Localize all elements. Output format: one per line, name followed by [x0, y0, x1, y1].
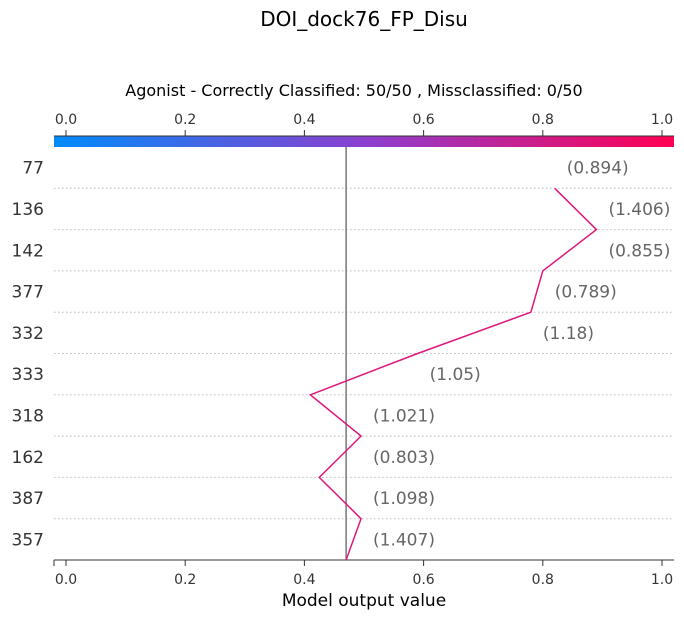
bottom-axis: 0.0 0.2 0.4 0.6 0.8 1.0	[53, 559, 674, 588]
chart-title: DOI_dock76_FP_Disu	[260, 7, 468, 31]
bottom-tick-label: 0.2	[174, 572, 196, 588]
feature-value-label: (0.894)	[567, 159, 629, 179]
bottom-tick-label: 0.0	[55, 572, 77, 588]
feature-name-label: 333	[12, 365, 44, 385]
feature-name-label: 318	[12, 406, 44, 426]
feature-name-label: 162	[12, 448, 44, 468]
x-axis-label: Model output value	[282, 591, 446, 611]
feature-value-labels: (0.894) (1.406) (0.855) (0.789) (1.18) (1.05)…	[373, 159, 670, 551]
decision-path-line	[308, 187, 598, 561]
top-tick-label: 0.2	[174, 112, 196, 128]
colorbar	[54, 136, 674, 147]
bottom-tick-label: 0.8	[532, 572, 554, 588]
bottom-tick-label: 0.4	[293, 572, 315, 588]
feature-value-label: (0.803)	[373, 448, 435, 468]
feature-value-label: (1.098)	[373, 489, 435, 509]
bottom-tick-label: 0.6	[412, 572, 434, 588]
feature-value-label: (1.18)	[543, 324, 594, 344]
top-tick-label: 0.4	[293, 112, 315, 128]
feature-value-label: (1.05)	[430, 365, 481, 385]
feature-value-label: (0.855)	[608, 241, 670, 261]
feature-labels: 77 136 142 377 332 333 318 162 387 357	[12, 159, 44, 551]
top-axis: 0.0 0.2 0.4 0.6 0.8 1.0	[54, 112, 674, 137]
top-tick-label: 0.0	[55, 112, 77, 128]
feature-name-label: 387	[12, 489, 44, 509]
bottom-tick-label: 1.0	[651, 572, 673, 588]
feature-name-label: 136	[12, 200, 44, 220]
chart-subtitle: Agonist - Correctly Classified: 50/50 , …	[125, 81, 582, 100]
feature-name-label: 377	[12, 283, 44, 303]
top-tick-label: 1.0	[651, 112, 673, 128]
feature-value-label: (1.406)	[608, 200, 670, 220]
feature-name-label: 357	[12, 530, 44, 550]
top-tick-label: 0.8	[532, 112, 554, 128]
feature-name-label: 77	[22, 159, 44, 179]
feature-value-label: (1.021)	[373, 406, 435, 426]
feature-name-label: 332	[12, 324, 44, 344]
gridlines	[54, 187, 674, 520]
feature-value-label: (1.407)	[373, 530, 435, 550]
feature-value-label: (0.789)	[555, 283, 617, 303]
feature-name-label: 142	[12, 241, 44, 261]
top-tick-label: 0.6	[412, 112, 434, 128]
